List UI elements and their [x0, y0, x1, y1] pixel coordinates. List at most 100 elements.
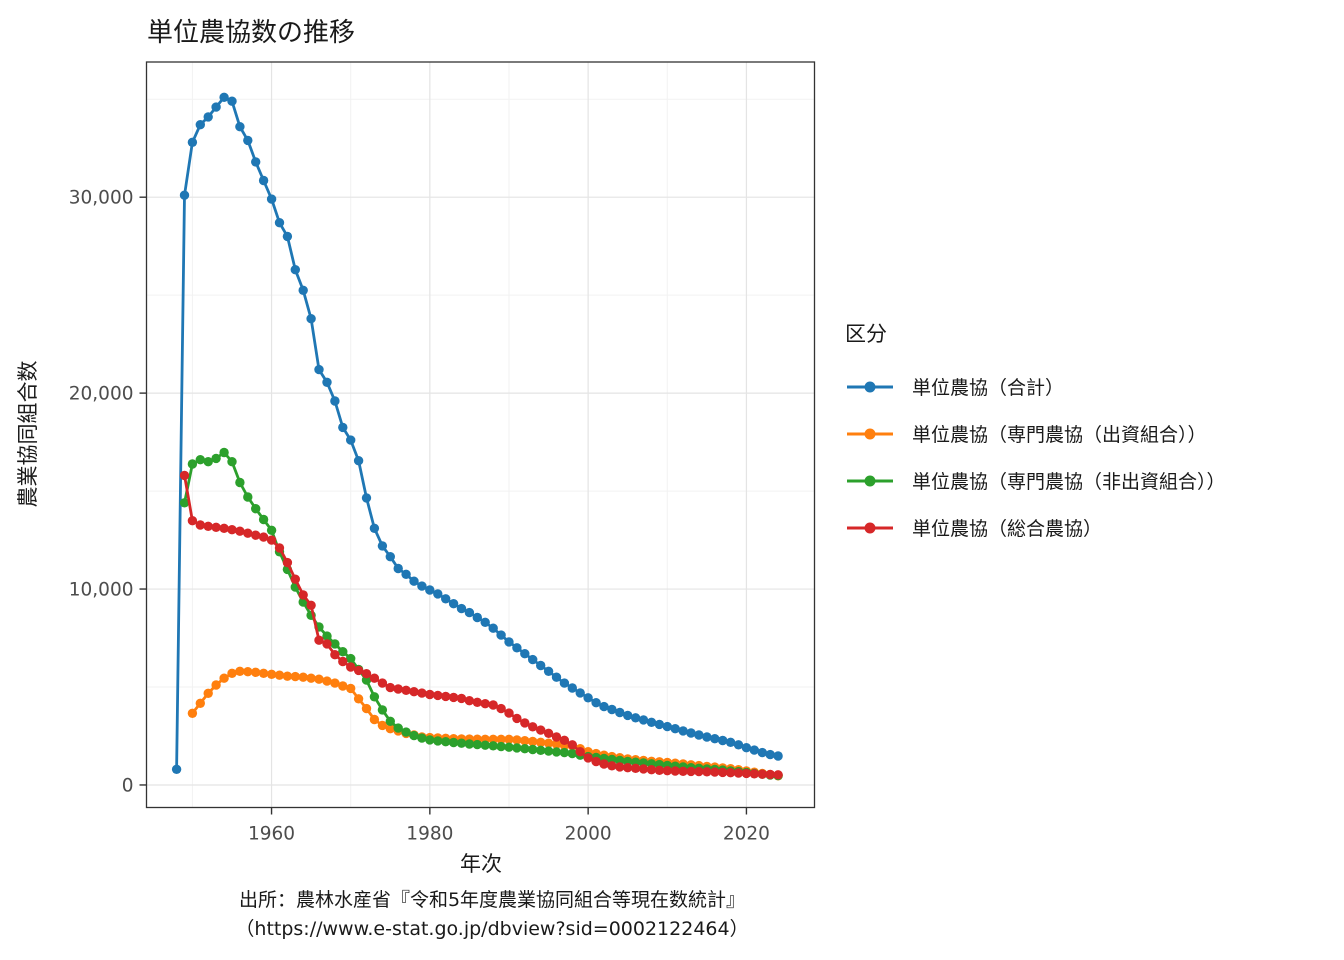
data-point	[409, 730, 419, 741]
data-point	[235, 526, 245, 536]
data-point	[512, 735, 522, 745]
line-dot-marker-icon	[847, 522, 893, 533]
data-point	[630, 713, 641, 723]
data-point	[480, 617, 490, 627]
data-point	[662, 721, 672, 732]
axis-tick-labels: 1960 1980 2000 2020 0 10,000 20,000 30,000	[69, 188, 770, 845]
data-point	[187, 137, 198, 147]
data-point	[773, 751, 783, 761]
plot-panel	[146, 62, 815, 808]
data-point	[235, 477, 245, 488]
data-point	[456, 738, 467, 748]
data-point	[543, 728, 554, 738]
series-0	[171, 92, 783, 774]
data-point	[417, 733, 427, 743]
legend-item-sogo: 単位農協（総合農協）	[845, 511, 1226, 544]
legend-title: 区分	[845, 322, 887, 346]
data-point	[361, 669, 372, 679]
data-point	[567, 683, 577, 693]
data-point	[496, 734, 506, 744]
data-point	[401, 569, 411, 579]
data-point	[528, 736, 538, 747]
data-point	[686, 766, 696, 777]
data-point	[433, 690, 443, 701]
data-point	[599, 759, 609, 769]
data-point	[369, 692, 380, 702]
data-point	[322, 377, 332, 387]
data-point	[385, 552, 395, 562]
chart-title: 単位農協数の推移	[147, 18, 356, 48]
data-point	[536, 725, 546, 735]
data-point	[346, 683, 356, 694]
data-point	[448, 599, 459, 609]
data-point	[456, 693, 467, 704]
data-point	[765, 769, 775, 780]
data-point	[710, 767, 720, 777]
data-point	[472, 697, 482, 707]
data-point	[219, 92, 229, 103]
data-point	[686, 728, 696, 738]
data-point	[266, 194, 277, 204]
data-point	[496, 703, 506, 714]
legend-label: 単位農協（専門農協（出資組合））	[912, 424, 1207, 446]
data-point	[393, 563, 403, 574]
data-point	[725, 768, 736, 778]
data-point	[670, 724, 680, 734]
data-point	[266, 525, 277, 535]
legend-item-senmon-shusshi: 単位農協（専門農協（出資組合））	[845, 417, 1226, 450]
data-point	[757, 769, 767, 779]
data-point	[251, 667, 261, 677]
data-point	[496, 630, 506, 640]
panel-border	[145, 61, 816, 809]
data-point	[195, 455, 205, 465]
data-point	[187, 459, 198, 469]
data-point	[369, 673, 380, 683]
data-point	[638, 715, 649, 725]
data-point	[385, 716, 395, 726]
legend-label: 単位農協（総合農協）	[912, 518, 1103, 540]
data-point	[346, 435, 356, 445]
data-point	[662, 766, 672, 776]
data-point	[425, 585, 435, 595]
source-caption: 出所：農林水産省『令和5年度農業協同組合等現在数統計』 （https://www…	[235, 886, 748, 943]
data-point	[678, 766, 688, 776]
data-point	[290, 265, 300, 275]
data-point	[298, 285, 308, 295]
data-point	[377, 678, 388, 688]
data-point	[591, 756, 601, 767]
x-tick-label: 1960	[248, 824, 295, 845]
data-point	[480, 699, 490, 709]
data-point	[567, 748, 577, 759]
data-point	[195, 120, 205, 130]
data-point	[282, 231, 293, 242]
data-point	[258, 668, 269, 678]
data-point	[211, 680, 221, 690]
data-point	[314, 364, 324, 375]
data-point	[733, 740, 744, 750]
data-point	[346, 662, 356, 672]
data-point	[330, 639, 340, 649]
data-point	[520, 718, 530, 728]
legend-label: 単位農協（専門農協（非出資組合））	[912, 471, 1226, 493]
data-point	[543, 746, 554, 756]
data-point	[575, 688, 585, 698]
data-point	[306, 314, 316, 324]
x-tick-label: 1980	[406, 824, 453, 845]
data-point	[219, 673, 229, 683]
data-point	[243, 135, 253, 146]
data-point	[195, 520, 205, 530]
x-tick-label: 2000	[565, 824, 612, 845]
data-point	[615, 707, 625, 718]
data-point	[718, 735, 728, 746]
y-tick-label: 20,000	[69, 384, 134, 405]
data-point	[243, 528, 253, 538]
data-point	[504, 708, 514, 718]
legend-item-senmon-hishusshi: 単位農協（専門農協（非出資組合））	[845, 464, 1226, 497]
data-point	[227, 668, 237, 678]
data-point	[203, 457, 213, 467]
y-tick-label: 0	[122, 775, 134, 796]
data-point	[765, 749, 775, 760]
data-point	[551, 739, 562, 749]
data-point	[543, 666, 554, 676]
data-point	[243, 492, 253, 502]
